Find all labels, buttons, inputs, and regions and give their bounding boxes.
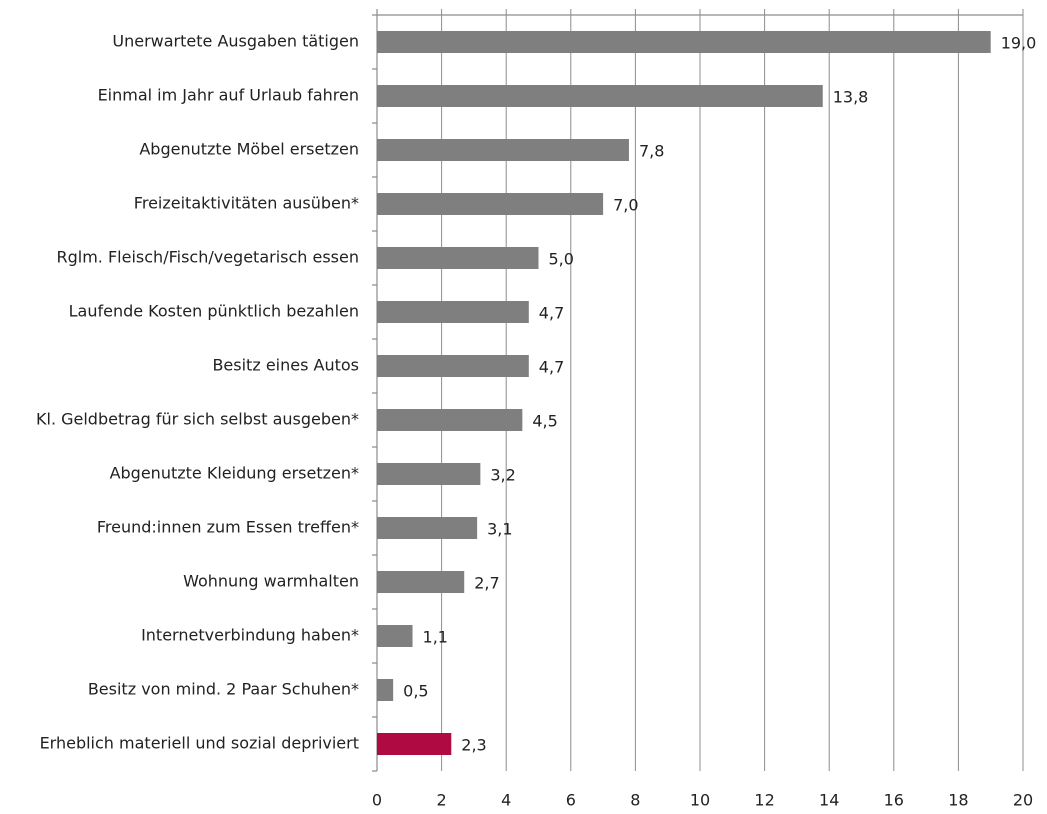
category-label: Abgenutzte Möbel ersetzen <box>139 140 359 159</box>
x-tick-label: 12 <box>754 791 774 810</box>
category-label: Laufende Kosten pünktlich bezahlen <box>69 302 359 321</box>
value-label: 7,0 <box>613 196 638 215</box>
bar <box>377 85 823 107</box>
bar <box>377 571 465 593</box>
x-tick-label: 16 <box>884 791 904 810</box>
category-label: Freizeitaktivitäten ausüben* <box>134 194 359 213</box>
bar <box>377 301 529 323</box>
x-tick-label: 18 <box>948 791 968 810</box>
bar <box>377 463 481 485</box>
value-label: 3,1 <box>487 520 512 539</box>
value-label: 4,7 <box>539 304 564 323</box>
x-tick-label: 2 <box>437 791 447 810</box>
value-label: 0,5 <box>403 682 428 701</box>
bar <box>377 679 394 701</box>
x-tick-label: 4 <box>501 791 511 810</box>
x-tick-label: 10 <box>690 791 710 810</box>
category-label: Besitz eines Autos <box>212 356 359 375</box>
category-label: Rglm. Fleisch/Fisch/vegetarisch essen <box>57 248 360 267</box>
value-label: 1,1 <box>423 628 448 647</box>
value-label: 7,8 <box>639 142 664 161</box>
category-label: Kl. Geldbetrag für sich selbst ausgeben* <box>36 410 359 429</box>
category-label: Unerwartete Ausgaben tätigen <box>112 32 359 51</box>
value-label: 13,8 <box>833 88 869 107</box>
bar <box>377 31 991 53</box>
category-label: Internetverbindung haben* <box>141 626 359 645</box>
category-label: Abgenutzte Kleidung ersetzen* <box>110 464 359 483</box>
bar <box>377 355 529 377</box>
value-label: 4,7 <box>539 358 564 377</box>
x-tick-label: 20 <box>1013 791 1033 810</box>
category-label: Wohnung warmhalten <box>183 572 359 591</box>
value-label: 5,0 <box>549 250 574 269</box>
x-tick-label: 8 <box>630 791 640 810</box>
x-tick-label: 0 <box>372 791 382 810</box>
category-label: Besitz von mind. 2 Paar Schuhen* <box>88 680 359 699</box>
category-label: Freund:innen zum Essen treffen* <box>97 518 359 537</box>
value-label: 3,2 <box>490 466 515 485</box>
bar <box>377 247 539 269</box>
bar <box>377 625 413 647</box>
x-tick-label: 6 <box>566 791 576 810</box>
bar <box>377 409 523 431</box>
bar <box>377 139 629 161</box>
category-label: Einmal im Jahr auf Urlaub fahren <box>98 86 359 105</box>
bar <box>377 193 604 215</box>
value-label: 19,0 <box>1001 34 1037 53</box>
value-label: 2,7 <box>474 574 499 593</box>
value-label: 4,5 <box>532 412 557 431</box>
bar <box>377 733 452 755</box>
category-label: Erheblich materiell und sozial deprivier… <box>40 734 359 753</box>
x-tick-label: 14 <box>819 791 839 810</box>
value-label: 2,3 <box>461 736 486 755</box>
bar <box>377 517 478 539</box>
